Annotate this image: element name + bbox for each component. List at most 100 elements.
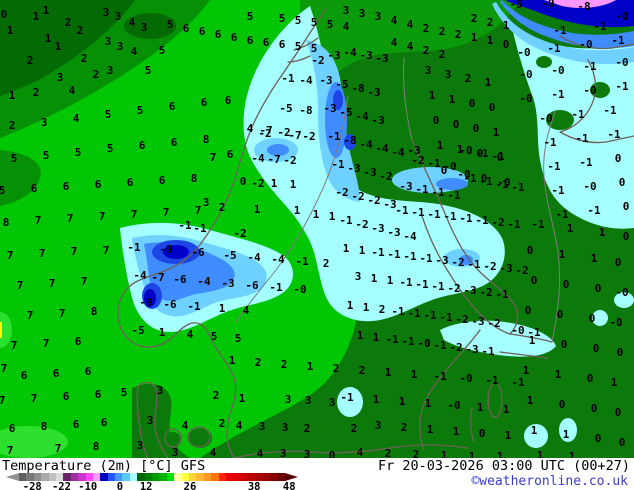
svg-text:-1: -1 xyxy=(427,208,441,221)
svg-text:6: 6 xyxy=(75,335,82,348)
svg-text:-1: -1 xyxy=(587,204,601,217)
svg-text:7: 7 xyxy=(131,208,138,221)
svg-text:0: 0 xyxy=(589,312,596,325)
svg-text:2: 2 xyxy=(423,22,430,35)
svg-text:-1: -1 xyxy=(399,276,413,289)
svg-text:7: 7 xyxy=(59,307,66,320)
svg-text:-1: -1 xyxy=(178,219,192,232)
svg-text:2: 2 xyxy=(213,389,220,402)
svg-text:8: 8 xyxy=(191,172,198,185)
svg-text:0: 0 xyxy=(489,101,496,114)
legend-color-block xyxy=(41,473,49,481)
legend-color-block xyxy=(144,473,153,481)
svg-text:3: 3 xyxy=(305,394,312,407)
svg-text:1: 1 xyxy=(357,329,364,342)
svg-text:7: 7 xyxy=(55,442,62,455)
svg-text:6: 6 xyxy=(231,31,238,44)
svg-text:1: 1 xyxy=(219,302,226,315)
legend-color-block xyxy=(159,473,167,481)
svg-text:1: 1 xyxy=(471,31,478,44)
coast-norway xyxy=(117,7,327,458)
svg-text:-1: -1 xyxy=(475,147,489,160)
svg-text:3: 3 xyxy=(425,64,432,77)
svg-text:-1: -1 xyxy=(407,307,421,320)
svg-text:-1: -1 xyxy=(439,311,453,324)
svg-text:7: 7 xyxy=(195,204,202,217)
svg-text:-0: -0 xyxy=(511,324,524,337)
svg-text:-1: -1 xyxy=(495,288,509,301)
svg-text:3: 3 xyxy=(359,7,366,20)
svg-text:-2: -2 xyxy=(355,218,368,231)
svg-text:2: 2 xyxy=(27,54,34,67)
svg-text:2: 2 xyxy=(255,356,262,369)
coast-finland-south xyxy=(509,333,553,343)
svg-text:-1: -1 xyxy=(391,305,405,318)
svg-text:2: 2 xyxy=(81,52,88,65)
svg-text:-2: -2 xyxy=(479,286,492,299)
svg-text:-0: -0 xyxy=(615,286,628,299)
svg-text:-3: -3 xyxy=(463,284,476,297)
svg-text:-9: -9 xyxy=(159,243,172,256)
svg-text:5: 5 xyxy=(327,18,334,31)
svg-text:2: 2 xyxy=(455,28,462,41)
svg-text:2: 2 xyxy=(9,119,16,132)
svg-text:2: 2 xyxy=(471,12,478,25)
svg-text:6: 6 xyxy=(73,418,80,431)
svg-text:-5: -5 xyxy=(509,0,522,11)
arctic-band-navy xyxy=(505,0,634,28)
svg-text:3: 3 xyxy=(137,439,144,452)
border-finland-russia xyxy=(543,109,561,343)
svg-text:-1: -1 xyxy=(475,214,489,227)
svg-text:7: 7 xyxy=(31,392,38,405)
legend-color-block xyxy=(115,473,123,481)
svg-text:2: 2 xyxy=(385,447,392,458)
copyright-link[interactable]: ©weatheronline.co.uk xyxy=(471,474,628,489)
svg-text:6: 6 xyxy=(199,25,206,38)
svg-text:1: 1 xyxy=(385,366,392,379)
svg-text:0: 0 xyxy=(615,406,622,419)
lake-se-1 xyxy=(524,424,548,448)
svg-text:1: 1 xyxy=(363,301,370,314)
denmark-zealand xyxy=(188,428,212,448)
svg-text:-1: -1 xyxy=(433,370,447,383)
svg-text:-3: -3 xyxy=(319,74,332,87)
svg-text:3: 3 xyxy=(107,64,114,77)
svg-text:-1: -1 xyxy=(339,214,353,227)
svg-text:1: 1 xyxy=(159,326,166,339)
legend-color-block xyxy=(218,473,226,481)
svg-text:1: 1 xyxy=(45,32,52,45)
svg-text:-2: -2 xyxy=(258,127,271,140)
coastlines xyxy=(117,7,634,458)
svg-text:-1: -1 xyxy=(495,178,509,191)
svg-text:-1: -1 xyxy=(127,241,141,254)
legend-color-block xyxy=(188,473,197,481)
svg-text:-0: -0 xyxy=(443,160,456,173)
svg-text:6: 6 xyxy=(227,148,234,161)
svg-text:3: 3 xyxy=(375,10,382,23)
svg-text:0: 0 xyxy=(497,151,504,164)
svg-text:1: 1 xyxy=(371,272,378,285)
svg-text:-6: -6 xyxy=(163,298,177,311)
svg-text:5: 5 xyxy=(105,108,112,121)
svg-text:-1: -1 xyxy=(551,88,565,101)
legend-color-block xyxy=(240,473,249,481)
svg-text:-9: -9 xyxy=(541,0,554,10)
svg-text:-1: -1 xyxy=(485,374,499,387)
svg-text:-3: -3 xyxy=(323,102,336,115)
svg-text:4: 4 xyxy=(357,446,364,458)
svg-text:1: 1 xyxy=(7,24,14,37)
edge-artifact xyxy=(0,322,2,338)
svg-text:-1: -1 xyxy=(423,309,437,322)
svg-text:-1: -1 xyxy=(511,181,525,194)
svg-text:1: 1 xyxy=(347,299,354,312)
svg-text:-2: -2 xyxy=(277,126,290,139)
svg-text:4: 4 xyxy=(131,45,138,58)
bottom-bar: Temperature (2m) [°C] GFS Fr 20-03-2026 … xyxy=(0,458,634,490)
svg-text:-0: -0 xyxy=(551,64,564,77)
svg-text:3: 3 xyxy=(343,4,350,17)
svg-text:1: 1 xyxy=(254,203,261,216)
legend-tick--22: -22 xyxy=(51,481,71,490)
svg-text:-3: -3 xyxy=(375,52,388,65)
svg-text:-2: -2 xyxy=(411,154,424,167)
